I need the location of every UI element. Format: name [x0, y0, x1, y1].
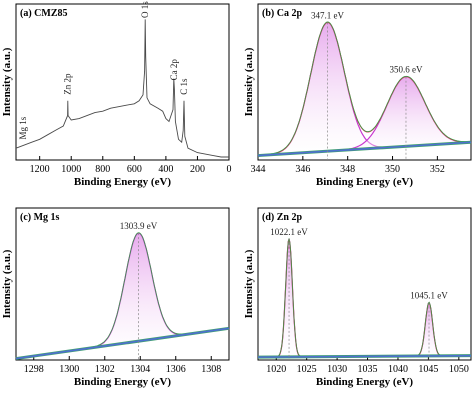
peak-annotation: C 1s: [179, 78, 189, 95]
x-tick-label: 0: [227, 164, 232, 175]
plot-frame: [257, 207, 472, 361]
x-tick-label: 1000: [61, 164, 81, 175]
x-tick-label: 1298: [24, 364, 44, 375]
panel-title: (b) Ca 2p: [262, 8, 302, 19]
panel-title: (a) CMZ85: [20, 8, 68, 19]
x-tick-label: 1306: [166, 364, 186, 375]
x-tick-label: 1200: [30, 164, 50, 175]
y-axis-title: Intensity (a.u.): [1, 249, 13, 318]
x-tick-label: 352: [430, 164, 445, 175]
background-line: [15, 327, 230, 360]
x-tick-label: 350: [385, 164, 400, 175]
panel-d: (d) Zn 2p 1020 1025 1030 1035 1040 1045 1050 Bin…: [243, 207, 472, 388]
x-tick-label: 346: [295, 164, 310, 175]
x-tick-label: 400: [158, 164, 173, 175]
x-tick-label: 1025: [297, 364, 317, 375]
peak-label: 1303.9 eV: [120, 221, 158, 231]
x-tick-label: 348: [340, 164, 355, 175]
peak-label: 347.1 eV: [311, 10, 344, 20]
peak-area: [258, 302, 471, 358]
y-axis-title: Intensity (a.u.): [243, 249, 255, 318]
panel-title: (c) Mg 1s: [20, 212, 60, 223]
peak-label: 350.6 eV: [389, 65, 422, 75]
y-axis-title: Intensity (a.u.): [243, 47, 255, 116]
y-axis-title: Intensity (a.u.): [1, 47, 13, 116]
peak-annotation: Mg 1s: [18, 116, 28, 139]
fit-line: [257, 21, 471, 156]
x-tick-label: 200: [190, 164, 205, 175]
x-tick-label: 1304: [130, 364, 150, 375]
x-tick-label: 344: [251, 164, 266, 175]
x-tick-label: 1035: [358, 364, 378, 375]
survey-spectrum-line: [15, 19, 229, 158]
peak-area: [258, 22, 471, 156]
x-tick-label: 800: [95, 164, 110, 175]
x-axis-title: Binding Energy (eV): [316, 376, 414, 388]
plot-frame: [15, 3, 230, 161]
x-tick-label: 1020: [266, 364, 286, 375]
x-tick-label: 1300: [59, 364, 79, 375]
peak-annotation: Zn 2p: [63, 73, 73, 95]
x-tick-label: 600: [127, 164, 142, 175]
x-tick-label: 1030: [327, 364, 347, 375]
peak-annotation: Ca 2p: [169, 59, 179, 81]
x-tick-label: 1308: [201, 364, 221, 375]
x-axis-title: Binding Energy (eV): [74, 176, 172, 188]
panel-a: (a) CMZ85 1200 1000 800 600 400 200 0 Binding En…: [1, 1, 232, 188]
x-tick-label: 1040: [388, 364, 408, 375]
panel-b: (b) Ca 2p 344 346 348 350 352 Binding Energy (…: [243, 3, 472, 188]
peak-annotation: O 1s: [140, 1, 150, 18]
x-tick-label: 1045: [418, 364, 438, 375]
background-line: [257, 141, 472, 157]
x-axis-title: Binding Energy (eV): [316, 176, 414, 188]
panel-title: (d) Zn 2p: [262, 212, 302, 223]
peak-area: [258, 76, 471, 156]
x-tick-label: 1302: [95, 364, 115, 375]
peak-label: 1045.1 eV: [410, 291, 448, 301]
panel-c: (c) Mg 1s 1298 1300 1302 1304 1306 1308 Binding…: [1, 207, 230, 388]
plot-frame: [257, 3, 472, 161]
peak-label: 1022.1 eV: [270, 227, 308, 237]
background-line: [257, 354, 472, 358]
x-axis-title: Binding Energy (eV): [74, 376, 172, 388]
plot-frame: [15, 207, 230, 361]
peak-area: [16, 233, 229, 359]
x-tick-label: 1050: [449, 364, 469, 375]
